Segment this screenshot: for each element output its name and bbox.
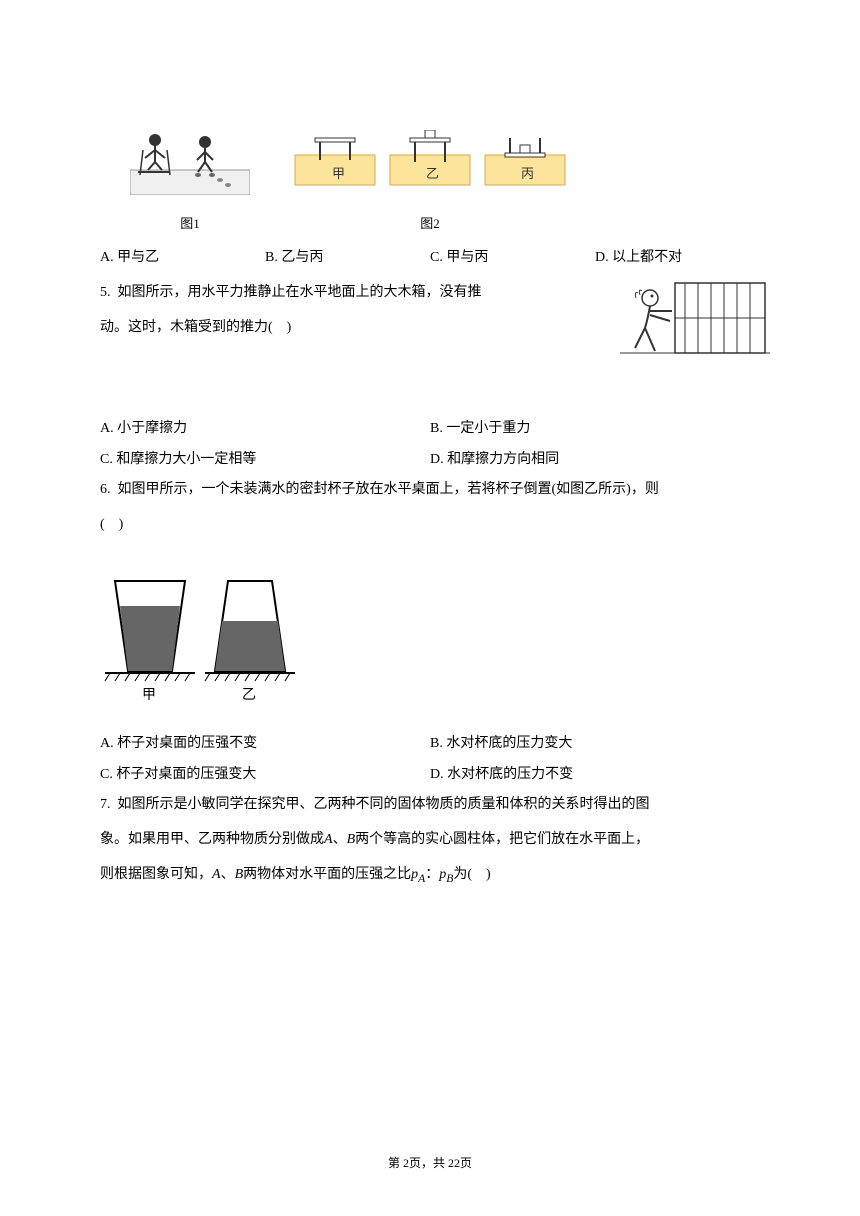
svg-text:丙: 丙	[521, 166, 534, 181]
q5-option-d: D. 和摩擦力方向相同	[430, 445, 760, 476]
pushing-box-illustration	[620, 273, 770, 363]
q5-option-c: C. 和摩擦力大小一定相等	[100, 445, 430, 476]
q6-figure: 甲 乙	[100, 566, 760, 719]
q5-option-a: A. 小于摩擦力	[100, 414, 430, 445]
q6-line1: 6. 如图甲所示，一个未装满水的密封杯子放在水平桌面上，若将杯子倒置(如图乙所示…	[100, 475, 760, 506]
question-7: 7. 如图所示是小敏同学在探究甲、乙两种不同的固体物质的质量和体积的关系时得出的…	[100, 790, 760, 891]
q4-options: A. 甲与乙 B. 乙与丙 C. 甲与丙 D. 以上都不对	[100, 243, 760, 274]
q5-options-row2: C. 和摩擦力大小一定相等 D. 和摩擦力方向相同	[100, 445, 760, 476]
q4-option-b: B. 乙与丙	[265, 243, 430, 274]
cup-label-yi: 乙	[242, 687, 256, 703]
q5-option-b: B. 一定小于重力	[430, 414, 760, 445]
q6-option-d: D. 水对杯底的压力不变	[430, 760, 760, 791]
page-footer: 第 2页，共 22页	[0, 1150, 860, 1176]
q6-number: 6.	[100, 482, 111, 497]
figures-row: 图1 甲	[100, 120, 760, 238]
cup-label-jia: 甲	[142, 688, 156, 703]
q7-line1: 7. 如图所示是小敏同学在探究甲、乙两种不同的固体物质的质量和体积的关系时得出的…	[100, 790, 760, 821]
svg-text:甲: 甲	[332, 166, 345, 181]
cups-illustration: 甲 乙	[100, 566, 300, 706]
skiing-illustration	[130, 120, 250, 195]
q5-line2: 动。这时，木箱受到的推力( )	[100, 313, 550, 344]
figure-1-block: 图1	[130, 120, 250, 238]
q6-option-a: A. 杯子对桌面的压强不变	[100, 729, 430, 760]
q6-option-c: C. 杯子对桌面的压强变大	[100, 760, 430, 791]
q6-options-row2: C. 杯子对桌面的压强变大 D. 水对杯底的压力不变	[100, 760, 760, 791]
q5-options-row1: A. 小于摩擦力 B. 一定小于重力	[100, 414, 760, 445]
question-6: 6. 如图甲所示，一个未装满水的密封杯子放在水平桌面上，若将杯子倒置(如图乙所示…	[100, 475, 760, 790]
q6-option-b: B. 水对杯底的压力变大	[430, 729, 760, 760]
q5-line1: 5. 如图所示，用水平力推静止在水平地面上的大木箱，没有推	[100, 278, 550, 309]
q6-options-row1: A. 杯子对桌面的压强不变 B. 水对杯底的压力变大	[100, 729, 760, 760]
q4-option-a: A. 甲与乙	[100, 243, 265, 274]
figure-2-label: 图2	[290, 210, 570, 239]
q7-line3: 则根据图象可知，A、B两物体对水平面的压强之比pA：pB为( )	[100, 860, 760, 891]
q5-number: 5.	[100, 285, 111, 300]
figure-1-label: 图1	[130, 210, 250, 239]
q7-line2: 象。如果用甲、乙两种物质分别做成A、B两个等高的实心圆柱体，把它们放在水平面上，	[100, 825, 760, 856]
q4-option-c: C. 甲与丙	[430, 243, 595, 274]
tables-on-sand-illustration: 甲 乙 丙	[290, 130, 570, 195]
svg-text:乙: 乙	[426, 166, 439, 181]
q7-number: 7.	[100, 797, 111, 812]
q4-option-d: D. 以上都不对	[595, 243, 760, 274]
q6-line2: ( )	[100, 510, 760, 541]
question-5: 5. 如图所示，用水平力推静止在水平地面上的大木箱，没有推 动。这时，木箱受到的…	[100, 278, 760, 475]
figure-2-block: 甲 乙 丙 图2	[290, 130, 570, 238]
